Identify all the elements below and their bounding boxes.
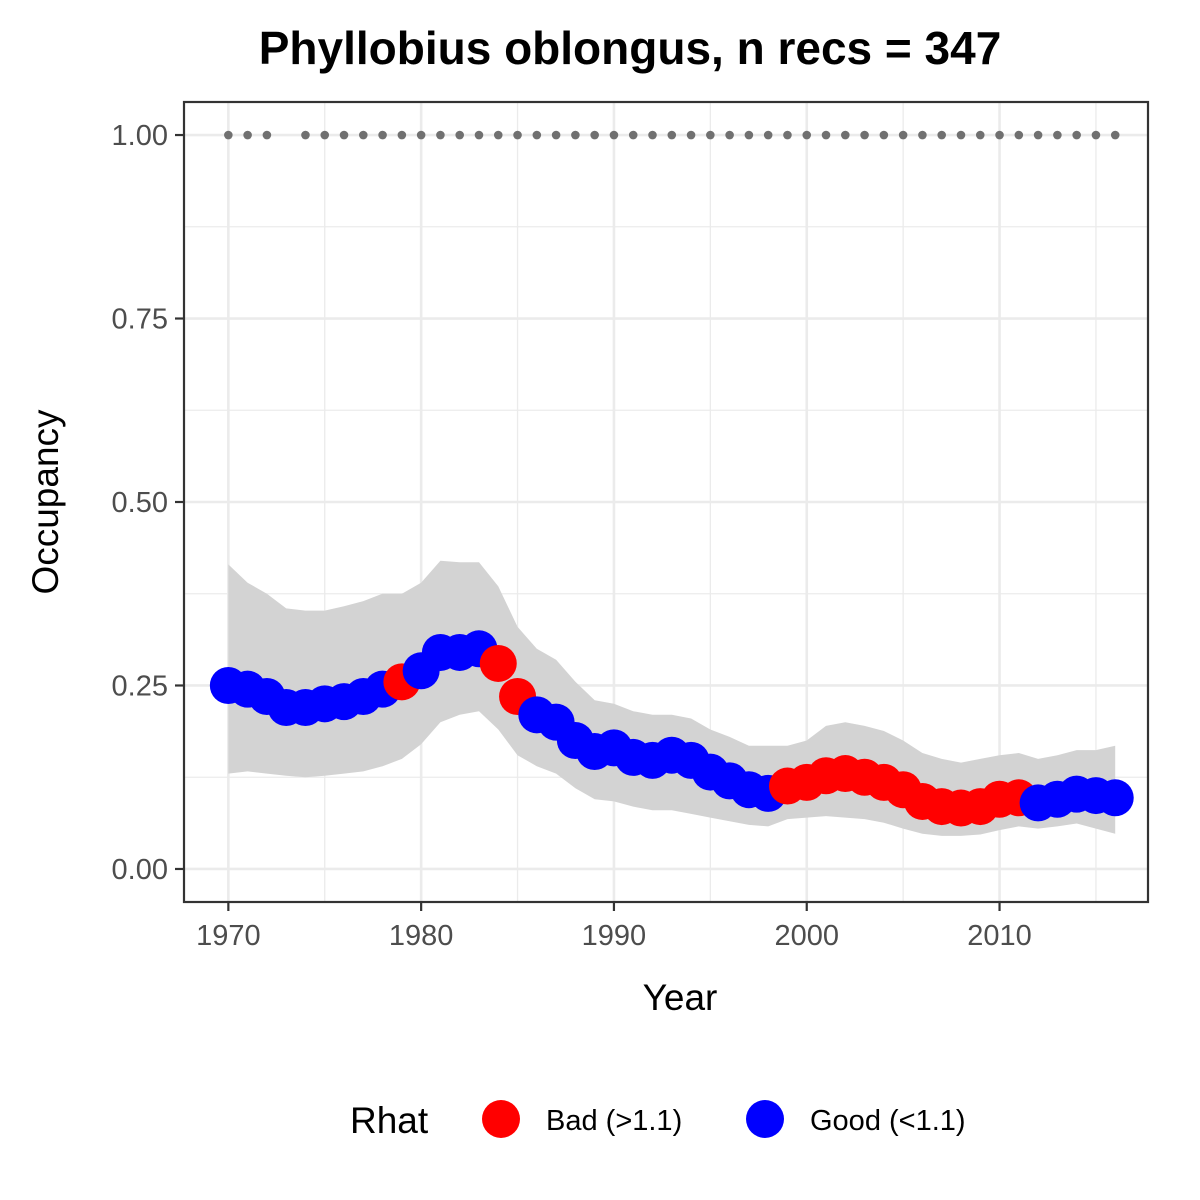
- record-year-dot: [1072, 130, 1081, 140]
- chart-title: Phyllobius oblongus, n recs = 347: [259, 22, 1002, 74]
- x-tick-label: 1970: [196, 920, 261, 952]
- y-tick-label: 0.25: [112, 670, 168, 702]
- x-tick-label: 2010: [967, 920, 1032, 952]
- x-axis: 1970 1980 1990 2000 2010: [196, 902, 1032, 952]
- records-dots-layer: [224, 130, 1120, 140]
- record-year-dot: [359, 130, 368, 140]
- record-year-dot: [416, 130, 426, 140]
- legend-key-good: [746, 1100, 784, 1138]
- record-year-dot: [609, 130, 619, 140]
- y-tick-label: 0.75: [112, 304, 168, 336]
- record-year-dot: [937, 130, 947, 140]
- legend-key-bad: [482, 1100, 520, 1138]
- record-year-dot: [1033, 130, 1043, 140]
- y-tick-label: 0.50: [112, 487, 168, 519]
- grid-major: [184, 102, 1148, 902]
- occupancy-point-good: [1096, 779, 1134, 817]
- y-axis: 0.00 0.25 0.50 0.75 1.00: [112, 120, 184, 886]
- record-year-dot: [744, 130, 754, 140]
- record-year-dot: [725, 130, 734, 140]
- record-year-dot: [667, 130, 677, 140]
- record-year-dot: [474, 130, 484, 140]
- x-tick-label: 1990: [582, 920, 647, 952]
- record-year-dot: [918, 130, 927, 140]
- legend-label-bad: Bad (>1.1): [546, 1105, 682, 1137]
- legend-label-good: Good (<1.1): [810, 1105, 966, 1137]
- record-year-dot: [1091, 130, 1101, 140]
- record-year-dot: [513, 130, 522, 140]
- record-year-dot: [1053, 130, 1062, 140]
- x-tick-label: 2000: [774, 920, 839, 952]
- record-year-dot: [648, 130, 657, 140]
- record-year-dot: [455, 130, 465, 140]
- record-year-dot: [783, 130, 792, 140]
- record-year-dot: [1014, 130, 1024, 140]
- record-year-dot: [995, 130, 1004, 140]
- record-year-dot: [243, 130, 252, 140]
- legend: Rhat Bad (>1.1) Good (<1.1): [350, 1100, 966, 1141]
- record-year-dot: [571, 130, 580, 140]
- record-year-dot: [706, 130, 715, 140]
- record-year-dot: [841, 130, 850, 140]
- record-year-dot: [339, 130, 349, 140]
- occupancy-points-layer: [209, 630, 1134, 827]
- record-year-dot: [628, 130, 638, 140]
- record-year-dot: [224, 130, 233, 140]
- y-tick-label: 1.00: [112, 120, 168, 152]
- record-year-dot: [860, 130, 869, 140]
- record-year-dot: [686, 130, 696, 140]
- record-year-dot: [879, 130, 889, 140]
- y-axis-title: Occupancy: [25, 409, 66, 595]
- record-year-dot: [301, 130, 310, 140]
- plot-panel: [182, 100, 1150, 904]
- y-tick-label: 0.00: [112, 854, 168, 886]
- occupancy-point-bad: [479, 644, 517, 682]
- x-axis-title: Year: [643, 977, 718, 1018]
- record-year-dot: [590, 130, 599, 140]
- x-tick-label: 1980: [389, 920, 454, 952]
- record-year-dot: [898, 130, 908, 140]
- record-year-dot: [763, 130, 773, 140]
- record-year-dot: [1110, 130, 1120, 140]
- record-year-dot: [532, 130, 542, 140]
- record-year-dot: [956, 130, 966, 140]
- record-year-dot: [802, 130, 812, 140]
- record-year-dot: [975, 130, 985, 140]
- legend-title: Rhat: [350, 1100, 429, 1141]
- record-year-dot: [493, 130, 503, 140]
- record-year-dot: [320, 130, 330, 140]
- record-year-dot: [397, 130, 407, 140]
- record-year-dot: [436, 130, 445, 140]
- record-year-dot: [262, 130, 272, 140]
- record-year-dot: [378, 130, 387, 140]
- record-year-dot: [551, 130, 561, 140]
- record-year-dot: [821, 130, 831, 140]
